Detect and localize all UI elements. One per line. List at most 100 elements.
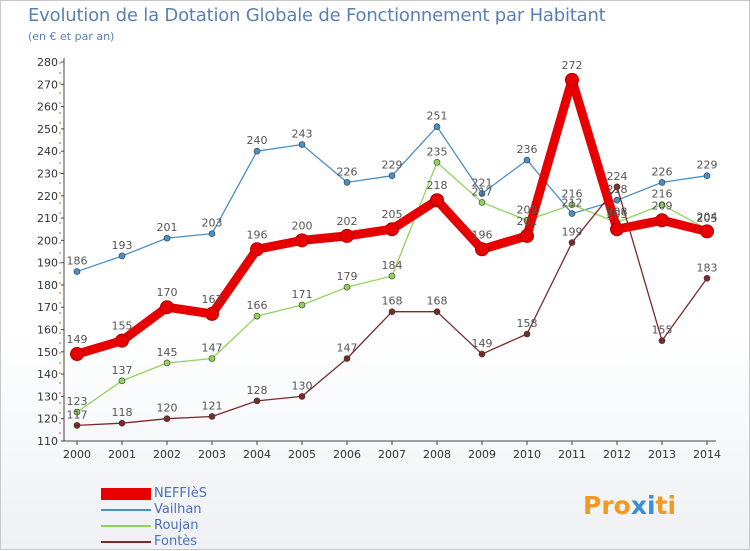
data-point <box>520 228 534 243</box>
data-point <box>253 147 261 155</box>
data-label: 203 <box>202 217 223 230</box>
data-point <box>433 123 441 130</box>
data-point <box>253 312 261 320</box>
data-label: 123 <box>67 395 88 408</box>
legend-swatch-neffies <box>101 488 151 500</box>
data-label: 226 <box>652 165 673 178</box>
data-point <box>343 179 351 186</box>
data-point <box>703 274 711 282</box>
y-tick-label: 170 <box>37 301 58 314</box>
data-label: 201 <box>157 221 178 234</box>
data-point <box>430 193 444 208</box>
data-label: 183 <box>697 261 718 274</box>
data-label: 221 <box>472 177 493 190</box>
data-label: 196 <box>472 228 493 241</box>
y-tick-label: 130 <box>37 390 58 403</box>
data-label: 158 <box>517 317 538 330</box>
data-point <box>343 355 351 362</box>
data-label: 208 <box>607 206 628 219</box>
data-point <box>658 337 666 344</box>
data-point <box>658 201 666 208</box>
y-tick-label: 190 <box>37 257 58 270</box>
data-label: 212 <box>562 197 583 210</box>
x-tick-label: 2013 <box>648 448 676 461</box>
x-tick-label: 2002 <box>153 448 181 461</box>
data-label: 209 <box>652 199 673 212</box>
data-point <box>295 233 309 248</box>
data-point <box>163 234 171 242</box>
chart-title: Evolution de la Dotation Globale de Fonc… <box>28 5 606 26</box>
data-label: 128 <box>247 384 268 397</box>
data-label: 202 <box>517 215 538 228</box>
data-label: 193 <box>112 239 133 252</box>
x-tick-label: 2003 <box>198 448 226 461</box>
data-label: 205 <box>382 208 403 221</box>
y-tick-label: 240 <box>37 145 58 158</box>
chart-subtitle: (en € et par an) <box>28 30 115 43</box>
data-point <box>388 308 396 315</box>
data-label: 171 <box>292 288 313 301</box>
legend-label-fontes: Fontès <box>154 534 198 549</box>
y-tick-label: 150 <box>37 346 58 359</box>
data-label: 218 <box>427 179 448 192</box>
data-label: 170 <box>157 286 178 299</box>
x-tick-label: 2012 <box>603 448 631 461</box>
data-label: 209 <box>517 203 538 216</box>
proxiti-logo: Proxiti <box>583 491 677 520</box>
y-tick-label: 200 <box>37 234 58 247</box>
data-label: 117 <box>67 408 88 421</box>
y-tick-label: 180 <box>37 279 58 292</box>
data-point <box>610 222 624 237</box>
data-label: 121 <box>202 399 223 412</box>
data-point <box>298 141 306 148</box>
data-label: 145 <box>157 346 178 359</box>
data-point <box>343 283 351 291</box>
data-point <box>568 239 576 246</box>
x-tick-label: 2010 <box>513 448 541 461</box>
y-tick-label: 260 <box>37 101 58 114</box>
data-label: 204 <box>697 210 718 223</box>
data-point <box>385 222 399 237</box>
y-tick-label: 140 <box>37 368 58 381</box>
legend-label-neffies: NEFFIèS <box>154 486 207 501</box>
data-point <box>208 413 216 420</box>
data-label: 137 <box>112 364 133 377</box>
data-label: 155 <box>112 320 133 333</box>
chart-axes: 110 120 130 140 150 160 170 180 190 200 210 220 230 2… <box>37 56 721 461</box>
chart-series <box>70 72 714 429</box>
x-tick-label: 2006 <box>333 448 361 461</box>
data-point <box>433 308 441 315</box>
data-label: 272 <box>562 59 583 72</box>
data-label: 186 <box>67 255 88 268</box>
y-tick-label: 270 <box>37 78 58 91</box>
data-label: 166 <box>247 299 268 312</box>
data-point <box>478 199 486 206</box>
data-label: 218 <box>607 183 628 196</box>
data-point <box>250 242 264 257</box>
data-point <box>73 268 81 275</box>
data-point <box>478 350 486 358</box>
legend-label-vailhan: Vailhan <box>154 502 202 517</box>
data-point <box>568 210 576 217</box>
data-label: 147 <box>337 342 358 355</box>
x-tick-label: 2014 <box>693 448 721 461</box>
data-point <box>658 179 666 186</box>
data-label: 155 <box>652 324 673 337</box>
y-tick-label: 120 <box>37 413 58 426</box>
data-point <box>523 330 531 338</box>
data-point <box>655 213 669 228</box>
data-point <box>253 397 261 405</box>
data-point <box>73 422 81 429</box>
data-point <box>388 272 396 280</box>
data-label: 251 <box>427 110 448 123</box>
data-label: 179 <box>337 270 358 283</box>
data-label: 236 <box>517 143 538 156</box>
data-point <box>160 300 174 315</box>
data-label: 229 <box>697 159 718 172</box>
data-label: 205 <box>697 212 718 225</box>
data-point <box>613 196 621 204</box>
data-label: 217 <box>472 185 493 198</box>
y-tick-label: 230 <box>37 167 58 180</box>
data-point <box>118 377 126 385</box>
data-point <box>568 201 576 208</box>
